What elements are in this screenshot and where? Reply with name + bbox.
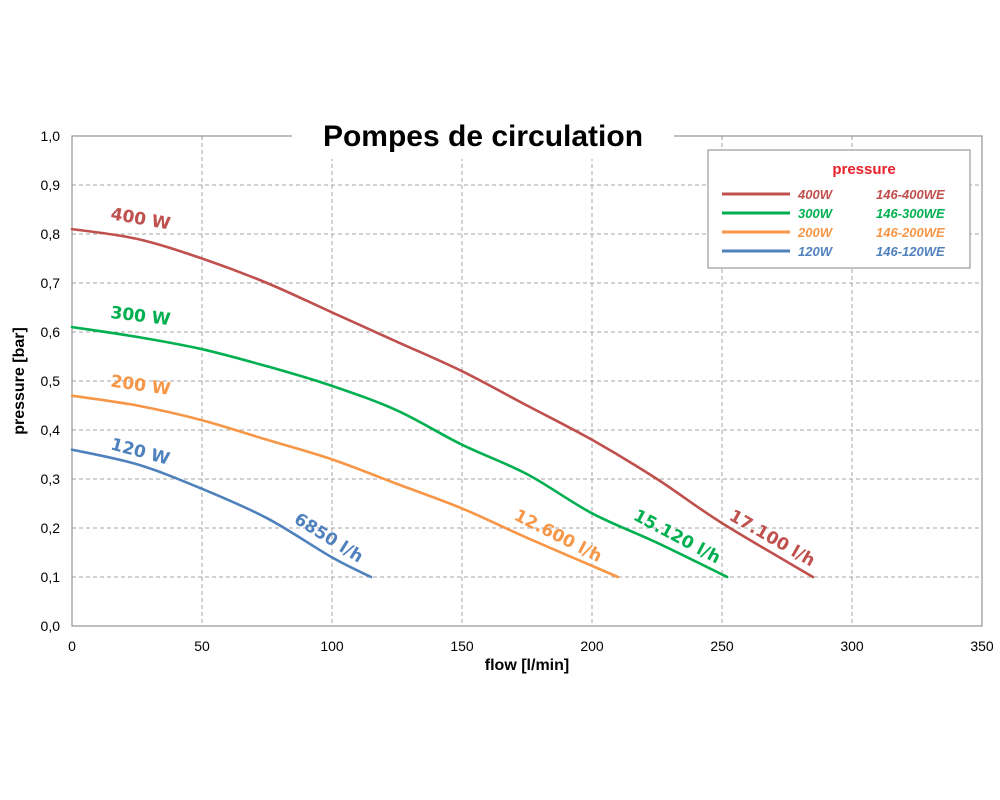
y-tick-label: 0,2 xyxy=(41,520,61,536)
y-tick-label: 0,0 xyxy=(41,618,61,634)
series-line-400W xyxy=(70,227,815,579)
chart-title: Pompes de circulation xyxy=(323,120,643,153)
y-tick-label: 0,1 xyxy=(41,569,61,585)
x-tick-label: 350 xyxy=(970,638,994,654)
x-tick-label: 200 xyxy=(580,638,604,654)
y-tick-label: 0,3 xyxy=(41,471,61,487)
axis-ticks: 0 50 100 150 200 250 300 350 0,0 0,1 0,2 0,3 0,4 0,5 0… xyxy=(41,128,994,654)
x-tick-label: 150 xyxy=(450,638,474,654)
curve-flow-label: 17.100 l/h xyxy=(726,506,819,571)
series-line-200W xyxy=(70,394,620,579)
y-tick-label: 0,4 xyxy=(41,422,61,438)
curve-power-label: 200 W xyxy=(109,372,172,400)
legend-power: 400W xyxy=(797,187,834,202)
series xyxy=(70,227,815,579)
legend-model: 146-120WE xyxy=(876,244,945,259)
x-tick-label: 250 xyxy=(710,638,734,654)
y-tick-label: 0,7 xyxy=(41,275,61,291)
y-tick-label: 0,8 xyxy=(41,226,61,242)
legend-model: 146-200WE xyxy=(876,225,945,240)
legend-power: 300W xyxy=(798,206,834,221)
curve-power-label: 400 W xyxy=(109,204,172,234)
y-tick-label: 0,9 xyxy=(41,177,61,193)
series-line-120W xyxy=(70,448,373,579)
curve-power-label: 300 W xyxy=(109,303,171,330)
y-tick-label: 1,0 xyxy=(41,128,61,144)
y-axis-title: pressure [bar] xyxy=(11,327,28,435)
title-background xyxy=(292,113,674,159)
legend-power: 200W xyxy=(797,225,834,240)
y-tick-label: 0,6 xyxy=(41,324,61,340)
x-tick-label: 0 xyxy=(68,638,76,654)
x-tick-label: 50 xyxy=(194,638,210,654)
legend-box xyxy=(707,149,971,269)
x-axis-title: flow [l/min] xyxy=(485,657,569,674)
legend-power: 120W xyxy=(798,244,834,259)
x-tick-label: 300 xyxy=(840,638,864,654)
legend: pressure 400W 146-400WE 300W 146-300WE 200W 1… xyxy=(707,149,971,269)
legend-model: 146-300WE xyxy=(876,206,945,221)
legend-model: 146-400WE xyxy=(876,187,945,202)
y-tick-label: 0,5 xyxy=(41,373,61,389)
x-tick-label: 100 xyxy=(320,638,344,654)
series-line-300W xyxy=(70,325,729,579)
legend-entries: 400W 146-400WE 300W 146-300WE 200W 146-200WE 1… xyxy=(722,187,945,259)
legend-title: pressure xyxy=(832,161,895,178)
